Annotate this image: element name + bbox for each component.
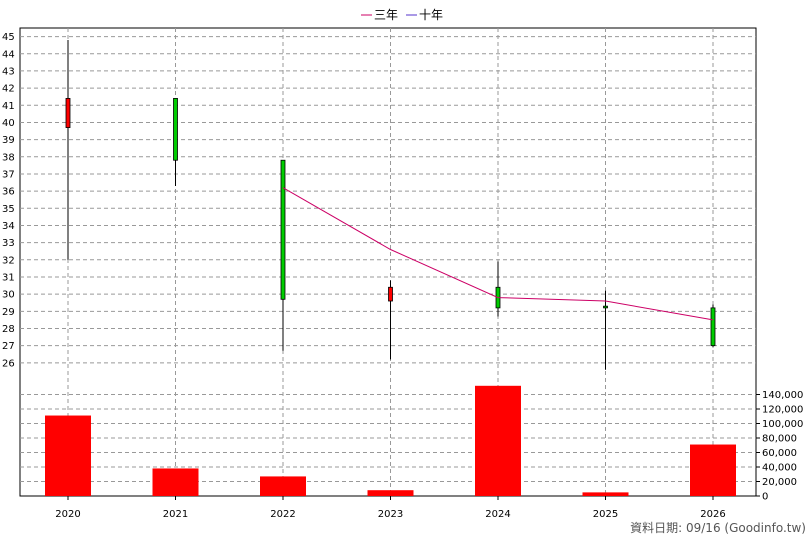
plot-frame (19, 27, 757, 497)
price-tick-label: 42 (2, 84, 15, 95)
candlestick (495, 261, 501, 317)
price-tick-label: 39 (2, 135, 15, 146)
candlestick (65, 40, 71, 260)
candlestick (710, 304, 716, 348)
price-tick-label: 31 (2, 272, 15, 283)
volume-bar (690, 444, 736, 496)
grid (20, 28, 756, 496)
candlesticks (65, 40, 716, 370)
price-tick-label: 36 (2, 187, 15, 198)
candle-body (710, 307, 716, 347)
volume-bar (260, 476, 306, 496)
volume-bars (45, 385, 736, 496)
volume-tick-label: 0 (762, 492, 768, 503)
price-tick-label: 30 (2, 290, 15, 301)
candle-body (65, 98, 71, 128)
price-tick-label: 37 (2, 169, 15, 180)
volume-tick-label: 60,000 (762, 448, 797, 459)
volume-tick-label: 20,000 (762, 477, 797, 488)
volume-tick-label: 40,000 (762, 463, 797, 474)
candlestick (603, 290, 608, 370)
candle-body (603, 305, 608, 309)
price-tick-label: 26 (2, 358, 15, 369)
x-tick-label: 2022 (270, 509, 295, 520)
volume-axis: 0 20,000 40,000 60,000 80,000 100,000 120,000 1… (756, 390, 803, 503)
legend-label-three-year: 三年 (374, 8, 398, 22)
volume-tick-label: 100,000 (762, 419, 803, 430)
price-tick-label: 32 (2, 255, 15, 266)
candle-body (280, 159, 286, 300)
x-tick-label: 2021 (163, 509, 188, 520)
price-tick-label: 27 (2, 341, 15, 352)
price-tick-label: 35 (2, 204, 15, 215)
candle-body (388, 286, 393, 302)
price-tick-label: 45 (2, 32, 15, 43)
x-tick-label: 2026 (700, 509, 725, 520)
volume-tick-label: 140,000 (762, 390, 803, 401)
volume-bar (45, 415, 91, 496)
price-tick-label: 44 (2, 49, 15, 60)
candle-body (173, 98, 178, 161)
moving-average-lines (282, 187, 714, 321)
x-tick-label: 2023 (378, 509, 403, 520)
price-tick-label: 34 (2, 221, 15, 232)
volume-bar (367, 490, 414, 496)
volume-tick-label: 80,000 (762, 434, 797, 445)
footer-source: 資料日期: 09/16 (Goodinfo.tw) (630, 521, 806, 535)
volume-bar (582, 492, 629, 496)
price-axis: 26 27 28 29 30 31 32 33 34 35 36 37 38 39 40 41 42 43 44 45 (2, 32, 15, 369)
price-tick-label: 28 (2, 324, 15, 335)
ma-line (282, 187, 714, 321)
volume-bar (475, 385, 521, 496)
candlestick (173, 98, 178, 186)
price-tick-label: 41 (2, 101, 15, 112)
volume-bar (152, 468, 199, 496)
price-tick-label: 38 (2, 152, 15, 163)
volume-tick-label: 120,000 (762, 405, 803, 416)
x-tick-label: 2024 (485, 509, 510, 520)
legend: 三年 十年 (361, 8, 443, 22)
price-tick-label: 29 (2, 307, 15, 318)
candlestick (280, 159, 286, 351)
legend-label-ten-year: 十年 (419, 8, 443, 22)
x-tick-label: 2025 (593, 509, 618, 520)
candlestick (388, 280, 393, 360)
x-axis: 2020 2021 2022 2023 2024 2025 2026 (55, 496, 726, 520)
price-tick-label: 43 (2, 66, 15, 77)
price-tick-label: 40 (2, 118, 15, 129)
price-tick-label: 33 (2, 238, 15, 249)
x-tick-label: 2020 (55, 509, 80, 520)
